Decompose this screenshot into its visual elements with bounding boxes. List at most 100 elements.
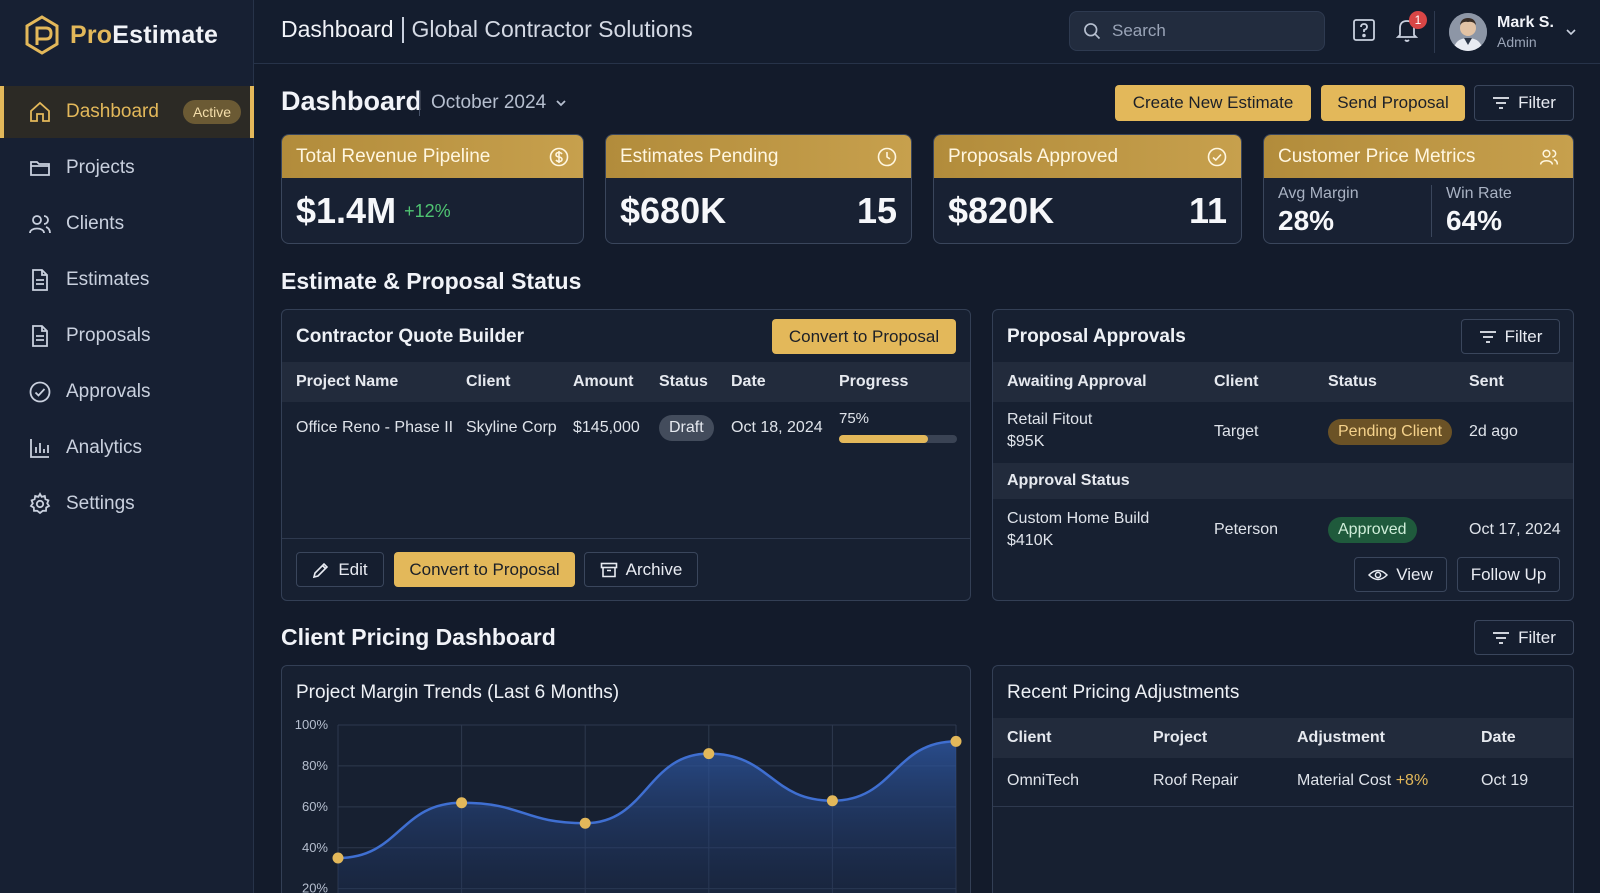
kpi-value: $1.4M [296,190,397,231]
adjustment-delta: +8% [1395,772,1429,789]
series-line [337,740,957,860]
filter-icon [1493,631,1510,644]
document-icon [32,325,48,347]
column-header[interactable]: Awaiting Approval [1007,373,1147,390]
pricing-section-title: Client Pricing Dashboard [281,624,556,650]
filter-button[interactable]: Filter [1474,85,1574,121]
filter-label: Filter [1504,326,1543,346]
user-info: Mark S. Admin [1497,14,1554,50]
column-header[interactable]: Client [1214,373,1259,390]
dollar-icon [549,147,569,166]
period-label: October 2024 [431,92,547,113]
sent-cell: 2d ago [1469,423,1518,440]
search-input[interactable] [1112,21,1312,41]
sidebar-item-approvals[interactable]: Approvals [0,366,254,418]
panel-title: Recent Pricing Adjustments [1007,682,1240,703]
kpi-card-approved[interactable]: Proposals Approved $820K 11 [933,134,1242,244]
sidebar-nav: Dashboard Active Projects Clients Estima… [0,86,254,534]
search-box[interactable] [1069,11,1325,51]
kpi-title: Estimates Pending [620,145,779,167]
margin-trends-chart: 100% 80% 60% 40% 20% [295,717,962,893]
gear-icon [29,492,51,515]
kpi-card-pending[interactable]: Estimates Pending $680K 15 [605,134,912,244]
subhead-label: Approval Status [1007,472,1130,489]
check-circle-icon [29,381,51,403]
sidebar-item-estimates[interactable]: Estimates [0,254,254,306]
column-header[interactable]: Project Name [296,373,399,390]
sidebar-item-dashboard[interactable]: Dashboard Active [0,86,254,138]
column-header[interactable]: Progress [839,373,909,390]
logo-icon [25,15,59,55]
column-header[interactable]: Adjustment [1297,729,1385,746]
sidebar-item-analytics[interactable]: Analytics [0,422,254,474]
chart-title: Project Margin Trends (Last 6 Months) [296,682,620,703]
breadcrumb-page: Dashboard [281,16,394,42]
y-tick-label: 40% [302,840,328,855]
column-header[interactable]: Client [1007,729,1052,746]
view-label: View [1396,564,1433,584]
kpi-body: $1.4M +12% [282,178,583,243]
column-header[interactable]: Date [1481,729,1516,746]
date-cell: Oct 19 [1481,772,1529,789]
convert-to-proposal-button[interactable]: Convert to Proposal [772,319,956,354]
table-header: Client Project Adjustment Date [993,718,1573,758]
kpi-count: 15 [856,190,897,231]
filter-icon [1479,330,1496,343]
search-icon [1084,23,1101,40]
panel-title: Proposal Approvals [1007,326,1186,347]
y-tick-label: 20% [302,881,328,893]
convert-to-proposal-button-bottom[interactable]: Convert to Proposal [394,552,575,587]
brand-logo[interactable]: ProEstimate [24,14,218,56]
create-estimate-button[interactable]: Create New Estimate [1115,85,1311,121]
kpi-header: Total Revenue Pipeline [282,135,583,178]
kpi-header: Estimates Pending [606,135,911,178]
sidebar-item-proposals[interactable]: Proposals [0,310,254,362]
title-divider [419,90,420,116]
kpi-delta: +12% [404,200,451,221]
pricing-filter-button[interactable]: Filter [1474,620,1574,655]
metric-label: Win Rate [1446,185,1512,202]
active-badge: Active [182,100,242,124]
date-cell: Oct 18, 2024 [731,419,823,436]
avatar [1449,13,1487,51]
kpi-title: Customer Price Metrics [1278,145,1476,167]
brand-prefix: Pro [70,20,113,49]
edit-button[interactable]: Edit [296,552,384,587]
send-proposal-button[interactable]: Send Proposal [1321,85,1465,121]
column-header[interactable]: Amount [573,373,634,390]
help-icon[interactable] [1352,18,1376,44]
follow-up-button[interactable]: Follow Up [1457,557,1560,592]
adjustment-cell: Material Cost +8% [1297,772,1428,790]
y-tick-label: 80% [302,758,328,773]
clock-icon [877,147,897,166]
metric-value: 64% [1446,205,1503,236]
column-header[interactable]: Status [1328,373,1377,390]
sidebar-item-settings[interactable]: Settings [0,478,254,530]
archive-button[interactable]: Archive [584,552,698,587]
filter-button[interactable]: Filter [1461,319,1560,354]
pricing-adjustments-panel: Recent Pricing Adjustments Client Projec… [992,665,1574,893]
kpi-count: 11 [1188,190,1227,231]
column-header[interactable]: Date [731,373,766,390]
kpi-title: Proposals Approved [948,145,1119,167]
progress-fill [839,435,928,443]
data-point [332,852,344,864]
project-cell: Roof Repair [1153,772,1239,789]
sidebar-item-projects[interactable]: Projects [0,142,254,194]
adjustment-label: Material Cost [1297,772,1392,789]
column-header[interactable]: Sent [1469,373,1504,390]
user-menu[interactable]: Mark S. Admin [1434,11,1578,53]
progress-label: 75% [839,410,870,427]
table-header: Project Name Client Amount Status Date P… [282,362,970,402]
column-header[interactable]: Client [466,373,511,390]
kpi-card-metrics[interactable]: Customer Price Metrics Avg Margin 28% Wi… [1263,134,1574,244]
sidebar-item-clients[interactable]: Clients [0,198,254,250]
divider [993,806,1573,807]
sidebar-item-label: Settings [66,493,135,514]
column-header[interactable]: Status [659,373,708,390]
view-button[interactable]: View [1354,557,1447,592]
chevron-down-icon [1566,29,1576,36]
period-selector[interactable]: October 2024 [431,92,568,114]
kpi-card-revenue[interactable]: Total Revenue Pipeline $1.4M +12% [281,134,584,244]
column-header[interactable]: Project [1153,729,1208,746]
